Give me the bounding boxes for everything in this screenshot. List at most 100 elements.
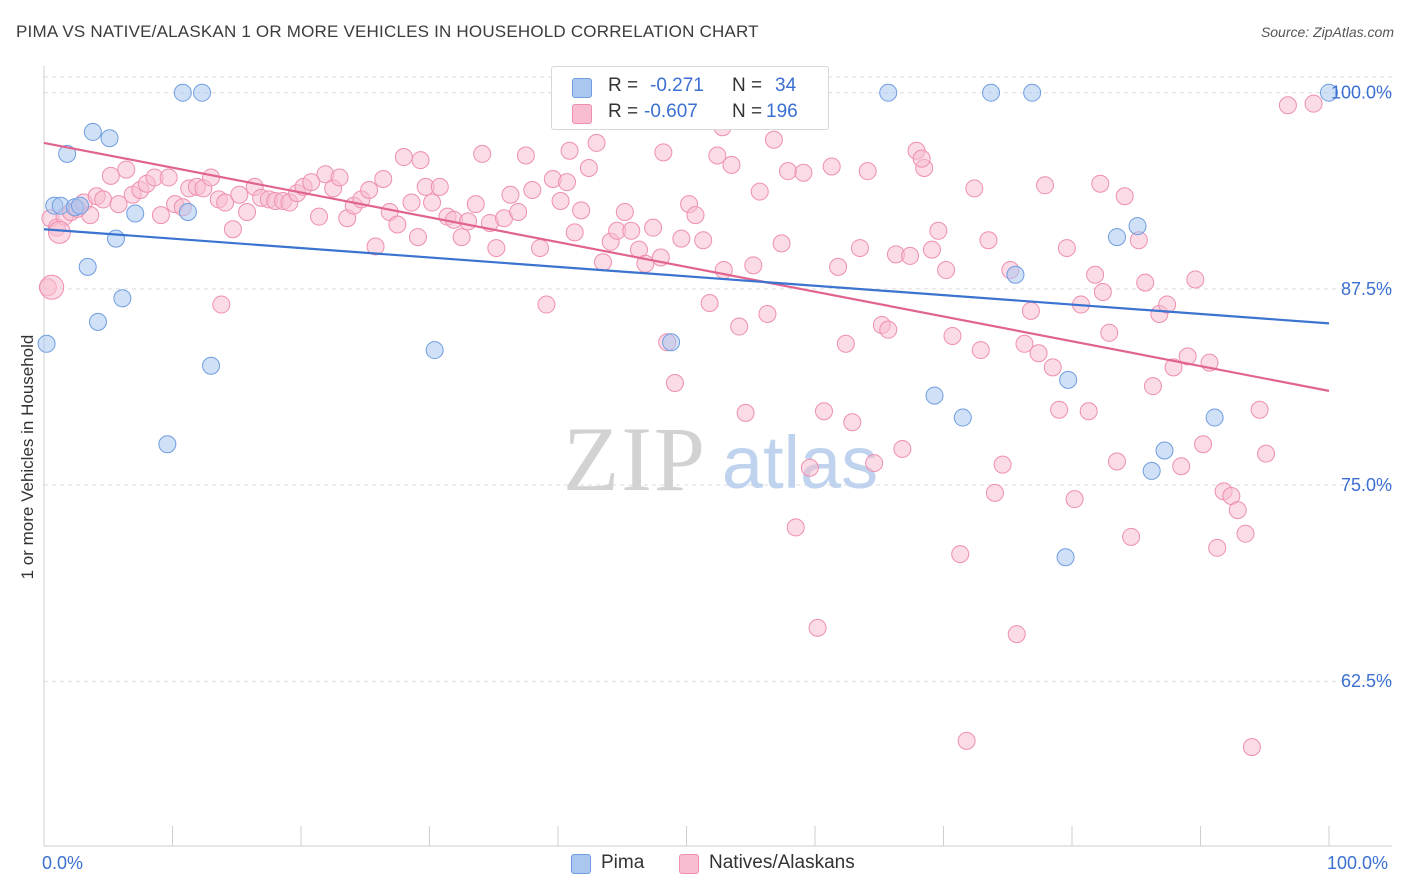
natives-point [1278, 96, 1297, 115]
natives-point [374, 170, 393, 189]
legend-label-pima: Pima [601, 852, 645, 873]
y-tick-label: 75.0% [1341, 475, 1392, 495]
natives-point [922, 240, 941, 259]
natives-point [1115, 187, 1134, 206]
natives-point [1228, 501, 1247, 520]
pima-point [113, 289, 132, 308]
natives-point [965, 179, 984, 198]
natives-point [893, 439, 912, 458]
natives-point [411, 151, 430, 170]
natives-points [38, 94, 1323, 757]
natives-point [644, 218, 663, 237]
natives-point [1158, 295, 1177, 314]
pima-point [178, 202, 197, 221]
pima-point [879, 83, 898, 102]
y-tick-label: 62.5% [1341, 671, 1392, 691]
natives-point [151, 206, 170, 225]
natives-point [1029, 344, 1048, 363]
pima-point [126, 204, 145, 223]
x-tick-label-max: 100.0% [1327, 853, 1389, 873]
watermark-zip: ZIP [563, 408, 707, 510]
natives-point [722, 155, 741, 174]
source-label: Source: ZipAtlas.com [1260, 24, 1394, 40]
natives-point [901, 246, 920, 265]
natives-point [979, 231, 998, 250]
trend-lines [43, 141, 1330, 392]
natives-point [912, 149, 931, 168]
natives-point [1093, 283, 1112, 302]
natives-point [1143, 377, 1162, 396]
pima-point [83, 122, 102, 141]
pima-n-value: 34 [775, 75, 797, 96]
y-tick-label: 87.5% [1341, 279, 1392, 299]
pima-point [1320, 83, 1338, 102]
pima-point [425, 341, 444, 360]
pima-point [1128, 217, 1147, 236]
natives-point [850, 239, 869, 258]
natives-point [764, 130, 783, 149]
pima-point [1205, 408, 1224, 427]
pima-point [106, 229, 125, 248]
natives-point [1304, 94, 1323, 113]
natives-point [937, 261, 956, 280]
natives-point [1186, 270, 1205, 289]
pima-point [1142, 461, 1161, 480]
natives-trend-line [43, 141, 1330, 392]
natives-point [330, 168, 349, 187]
pima-point [158, 435, 177, 454]
natives-point [779, 162, 798, 181]
natives-point [672, 229, 691, 248]
pima-point [58, 144, 77, 163]
natives-point [366, 237, 385, 256]
pima-point [953, 408, 972, 427]
natives-point [772, 234, 791, 253]
natives-point [1164, 358, 1183, 377]
natives-point [814, 402, 833, 421]
y-axis-label: 1 or more Vehicles in Household [18, 334, 37, 580]
natives-n-value: 196 [766, 101, 798, 122]
natives-point [654, 143, 673, 162]
natives-point [750, 182, 769, 201]
pima-point [70, 196, 89, 215]
pima-point [78, 257, 97, 276]
natives-point [1242, 738, 1261, 757]
series-legend: Pima Natives/Alaskans [0, 852, 1406, 878]
natives-point [1250, 400, 1269, 419]
natives-point [551, 191, 570, 210]
pima-point [1006, 265, 1025, 284]
chart-title: PIMA VS NATIVE/ALASKAN 1 OR MORE VEHICLE… [16, 22, 759, 41]
natives-point [822, 157, 841, 176]
pima-point [100, 129, 119, 148]
natives-point [423, 193, 442, 212]
y-tick-label: 100.0% [1331, 83, 1392, 103]
natives-point [700, 293, 719, 312]
natives-point [109, 195, 128, 214]
natives-point [101, 166, 120, 185]
natives-point [1100, 323, 1119, 342]
natives-point [238, 202, 257, 221]
natives-point [622, 221, 641, 240]
natives-point [587, 133, 606, 152]
natives-point [1050, 400, 1069, 419]
pima-point [662, 333, 681, 352]
natives-point [1122, 527, 1141, 546]
natives-point [1079, 402, 1098, 421]
natives-point [430, 177, 449, 196]
pima-swatch [572, 78, 592, 98]
natives-point [466, 195, 485, 214]
natives-point [593, 253, 612, 272]
natives-point [1107, 452, 1126, 471]
natives-point [1178, 347, 1197, 366]
natives-point [1043, 358, 1062, 377]
natives-point [360, 180, 379, 199]
pima-trend-line [43, 228, 1330, 325]
natives-point [694, 231, 713, 250]
natives-point [487, 239, 506, 258]
natives-point [523, 180, 542, 199]
pima-point [925, 386, 944, 405]
natives-point [531, 239, 550, 258]
natives-point [473, 144, 492, 163]
natives-point [402, 193, 421, 212]
natives-point [708, 146, 727, 165]
natives-point [744, 256, 763, 275]
